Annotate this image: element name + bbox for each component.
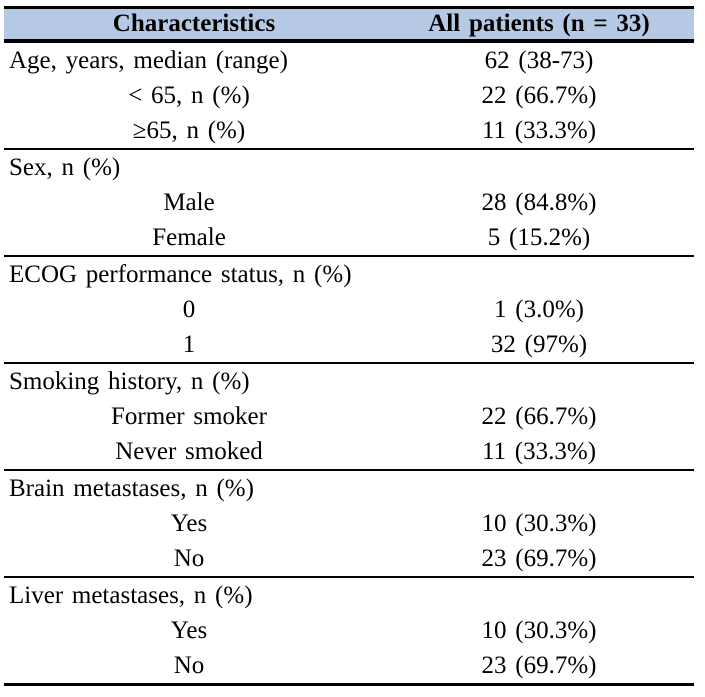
section-brain-metastases: Brain metastases, n (%) Yes 10 (30.3%) N… [4,471,694,578]
section-age: Age, years, median (range) 62 (38-73) < … [4,43,694,150]
table-row: Brain metastases, n (%) [4,471,694,506]
row-value: 23 (69.7%) [481,652,597,679]
row-value: 11 (33.3%) [481,117,597,144]
table-header-row: Characteristics All patients (n = 33) [4,6,694,43]
row-label: Former smoker [111,403,267,430]
row-label: < 65, n (%) [128,82,250,109]
row-label: Yes [170,510,208,537]
table-row: Yes 10 (30.3%) [4,613,694,648]
section-liver-metastases: Liver metastases, n (%) Yes 10 (30.3%) N… [4,578,694,686]
row-value: 28 (84.8%) [481,189,597,216]
table-row: Smoking history, n (%) [4,364,694,399]
table-row: No 23 (69.7%) [4,648,694,683]
row-label: Yes [170,617,208,644]
row-label: 1 [182,331,196,358]
table-row: Never smoked 11 (33.3%) [4,434,694,469]
row-value: 1 (3.0%) [494,296,584,323]
row-value [384,257,694,292]
table-row: Sex, n (%) [4,150,694,185]
row-label: Liver metastases, n (%) [9,582,253,609]
row-value [384,578,694,613]
section-smoking: Smoking history, n (%) Former smoker 22 … [4,364,694,471]
table-row: 1 32 (97%) [4,327,694,362]
row-value: 5 (15.2%) [487,224,591,251]
row-label: Sex, n (%) [9,154,121,181]
row-label: Brain metastases, n (%) [9,475,254,502]
header-characteristics: Characteristics [112,10,276,37]
table-row: Female 5 (15.2%) [4,220,694,255]
row-value: 22 (66.7%) [481,82,597,109]
row-value: 62 (38-73) [484,47,594,74]
row-value: 11 (33.3%) [481,438,597,465]
table-row: ≥65, n (%) 11 (33.3%) [4,113,694,148]
row-value [384,150,694,185]
section-ecog: ECOG performance status, n (%) 0 1 (3.0%… [4,257,694,364]
row-value [384,364,694,399]
row-label: ≥65, n (%) [132,117,246,144]
row-label: No [173,545,205,572]
row-value: 32 (97%) [490,331,588,358]
table-row: Former smoker 22 (66.7%) [4,399,694,434]
row-label: ECOG performance status, n (%) [9,261,352,288]
header-all-patients: All patients (n = 33) [428,10,650,37]
table-row: 0 1 (3.0%) [4,292,694,327]
row-label: Age, years, median (range) [9,47,288,74]
table-row: No 23 (69.7%) [4,541,694,576]
row-value: 23 (69.7%) [481,545,597,572]
row-value: 10 (30.3%) [481,617,597,644]
section-sex: Sex, n (%) Male 28 (84.8%) Female 5 (15.… [4,150,694,257]
table-row: ECOG performance status, n (%) [4,257,694,292]
table-row: Liver metastases, n (%) [4,578,694,613]
row-label: Never smoked [115,438,263,465]
row-label: Male [163,189,215,216]
row-label: Female [152,224,226,251]
row-value: 22 (66.7%) [481,403,597,430]
table-row: < 65, n (%) 22 (66.7%) [4,78,694,113]
row-label: 0 [182,296,196,323]
table-row: Age, years, median (range) 62 (38-73) [4,43,694,78]
row-label: Smoking history, n (%) [9,368,250,395]
table-row: Male 28 (84.8%) [4,185,694,220]
row-value: 10 (30.3%) [481,510,597,537]
row-label: No [173,652,205,679]
patient-characteristics-table: Characteristics All patients (n = 33) Ag… [4,6,694,686]
row-value [384,471,694,506]
table-row: Yes 10 (30.3%) [4,506,694,541]
